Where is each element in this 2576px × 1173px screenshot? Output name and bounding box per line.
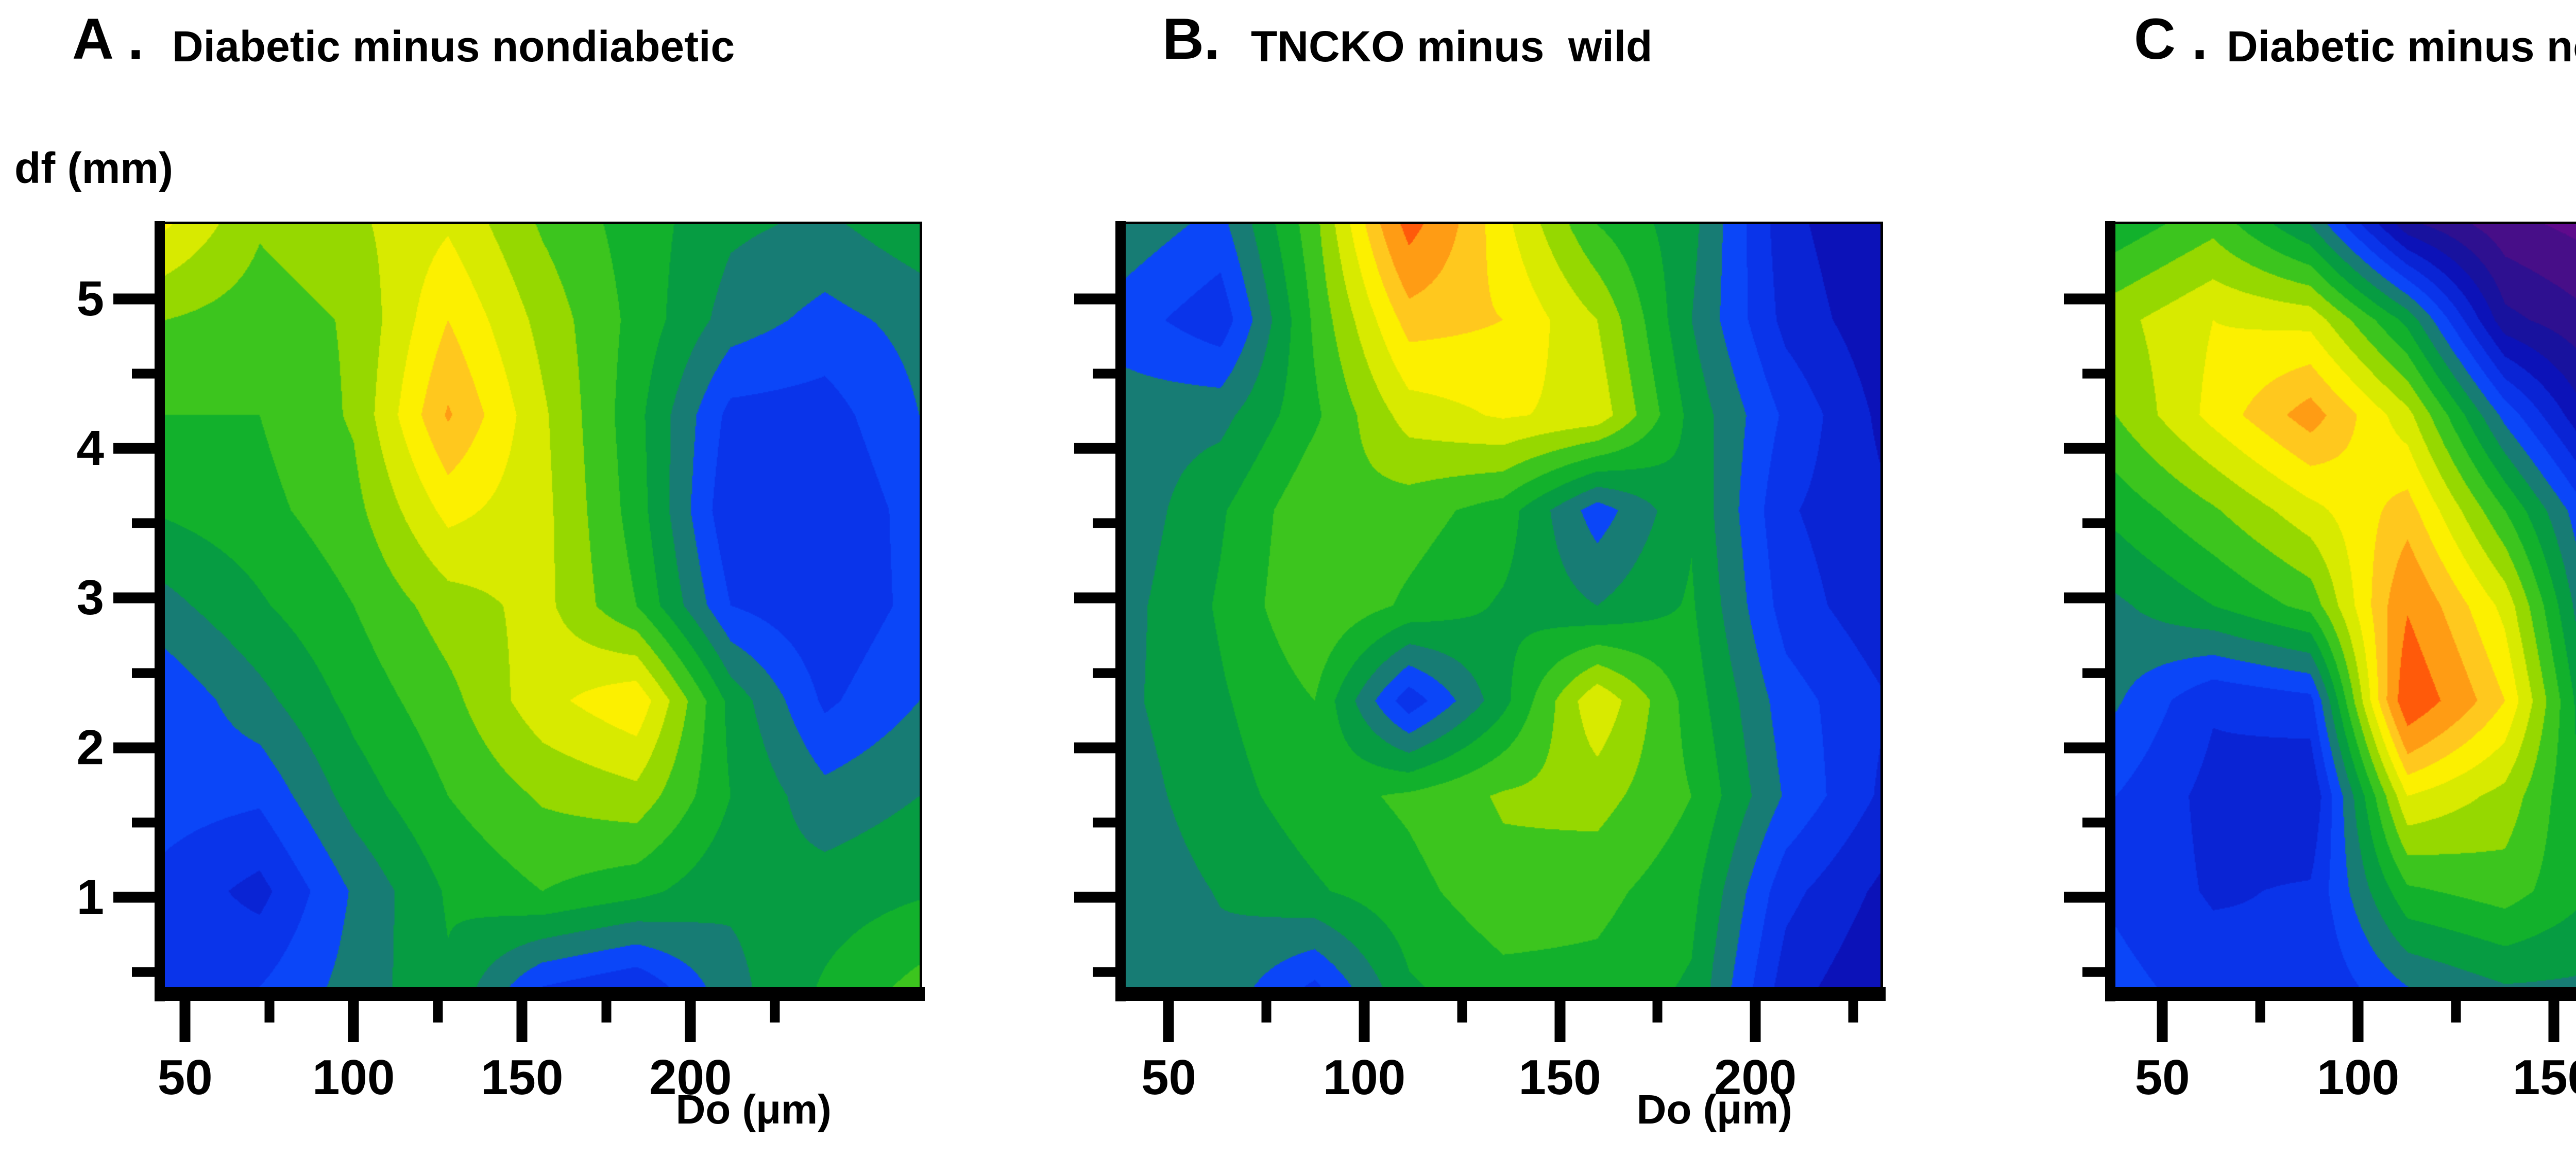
x-tick-label: 200	[649, 1050, 732, 1105]
x-major-tick	[348, 1001, 359, 1042]
x-tick-label: 150	[2512, 1050, 2576, 1105]
contour-plot-c	[2115, 224, 2576, 987]
x-minor-tick	[770, 1001, 780, 1023]
y-axis-line-a	[155, 221, 165, 1001]
x-major-tick	[1554, 1001, 1566, 1042]
y-major-tick	[113, 293, 155, 305]
y-major-tick	[1074, 443, 1115, 454]
y-major-tick	[2064, 742, 2105, 753]
x-major-tick	[1750, 1001, 1761, 1042]
y-major-tick	[113, 892, 155, 903]
x-tick-label: 100	[312, 1050, 395, 1105]
y-minor-tick	[132, 668, 155, 678]
contour-plot-a	[165, 224, 920, 987]
y-minor-tick	[1093, 817, 1115, 828]
x-minor-tick	[2451, 1001, 2461, 1023]
x-tick-label: 200	[1714, 1050, 1797, 1105]
panel-b-title-text: TNCKO minus wild	[1251, 22, 1653, 71]
x-major-tick	[1163, 1001, 1174, 1042]
y-axis-label: df (mm)	[14, 144, 173, 192]
y-major-tick	[2064, 293, 2105, 305]
y-minor-tick	[1093, 518, 1115, 528]
x-minor-tick	[2255, 1001, 2265, 1023]
y-major-tick	[2064, 592, 2105, 604]
panel-a-title-letter: A .	[72, 7, 144, 71]
x-major-tick	[2157, 1001, 2168, 1042]
contour-plot-b	[1126, 224, 1880, 987]
x-axis-line-b	[1115, 987, 1886, 1001]
x-axis-line-a	[155, 987, 925, 1001]
x-minor-tick	[433, 1001, 443, 1023]
x-axis-line-c	[2105, 987, 2576, 1001]
x-tick-label: 50	[157, 1050, 213, 1105]
y-tick-label: 1	[76, 869, 104, 925]
y-major-tick	[1074, 892, 1115, 903]
y-minor-tick	[132, 368, 155, 379]
y-minor-tick	[2082, 817, 2105, 828]
contour-panel-a: Do (μm) 50 100 150 200 5 4 3 2 1	[77, 221, 925, 1130]
x-tick-label: 150	[1518, 1050, 1601, 1105]
x-minor-tick	[1652, 1001, 1663, 1023]
x-major-tick	[2352, 1001, 2364, 1042]
y-major-tick	[113, 742, 155, 753]
x-minor-tick	[1457, 1001, 1467, 1023]
y-axis-line-b	[1115, 221, 1126, 1001]
x-tick-label: 100	[1323, 1050, 1406, 1105]
x-tick-label: 50	[2134, 1050, 2190, 1105]
y-minor-tick	[132, 967, 155, 977]
x-major-tick	[179, 1001, 191, 1042]
y-major-tick	[1074, 592, 1115, 604]
y-minor-tick	[132, 518, 155, 528]
y-major-tick	[113, 443, 155, 454]
x-minor-tick	[1848, 1001, 1858, 1023]
y-minor-tick	[2082, 967, 2105, 977]
y-major-tick	[2064, 443, 2105, 454]
x-minor-tick	[1261, 1001, 1272, 1023]
panel-c-title-text: Diabetic minus nondiabetic	[2227, 22, 2576, 71]
x-major-tick	[2548, 1001, 2560, 1042]
x-minor-tick	[264, 1001, 275, 1023]
y-tick-label: 3	[76, 570, 104, 626]
panel-c-title-letter: C .	[2134, 7, 2208, 71]
panel-a-title-text: Diabetic minus nondiabetic	[172, 22, 735, 71]
x-major-tick	[1359, 1001, 1370, 1042]
x-axis-title-b: Do (μm)	[1636, 1086, 1792, 1132]
x-axis-title-a: Do (μm)	[675, 1086, 832, 1132]
y-minor-tick	[1093, 368, 1115, 379]
y-minor-tick	[2082, 368, 2105, 379]
x-minor-tick	[601, 1001, 612, 1023]
x-major-tick	[685, 1001, 696, 1042]
y-major-tick	[113, 592, 155, 604]
x-tick-label: 50	[1141, 1050, 1196, 1105]
y-tick-label: 5	[76, 271, 104, 327]
x-major-tick	[516, 1001, 528, 1042]
y-major-tick	[1074, 742, 1115, 753]
contour-panel-b: Do (μm) 50 100 150 200	[1074, 221, 1886, 1130]
y-axis-line-c	[2105, 221, 2115, 1001]
y-minor-tick	[1093, 967, 1115, 977]
y-tick-label: 2	[76, 719, 104, 775]
x-tick-label: 150	[481, 1050, 564, 1105]
y-minor-tick	[2082, 518, 2105, 528]
y-major-tick	[2064, 892, 2105, 903]
y-minor-tick	[132, 817, 155, 828]
y-minor-tick	[2082, 668, 2105, 678]
y-minor-tick	[1093, 668, 1115, 678]
x-tick-label: 100	[2316, 1050, 2400, 1105]
y-tick-label: 4	[76, 421, 104, 476]
panel-b-title-letter: B.	[1162, 7, 1220, 71]
y-major-tick	[1074, 293, 1115, 305]
